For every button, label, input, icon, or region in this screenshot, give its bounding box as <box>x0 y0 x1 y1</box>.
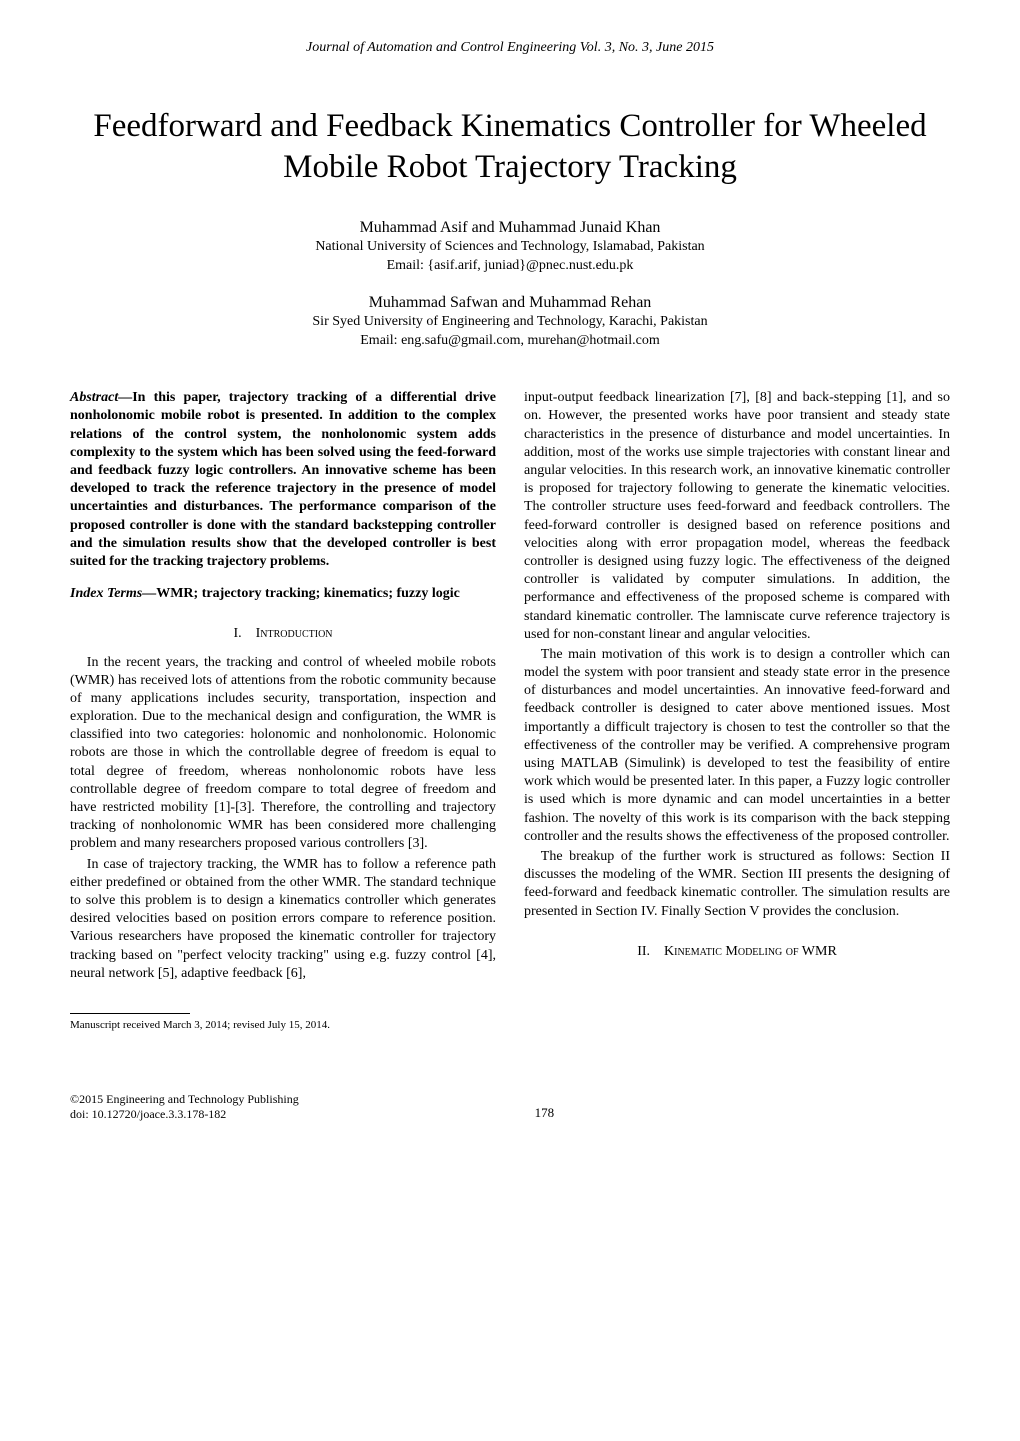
left-column: Abstract—In this paper, trajectory track… <box>70 389 496 1032</box>
abstract-text: In this paper, trajectory tracking of a … <box>70 390 496 569</box>
author-names-1: Muhammad Asif and Muhammad Junaid Khan <box>70 217 950 239</box>
paper-title: Feedforward and Feedback Kinematics Cont… <box>70 106 950 189</box>
abstract-paragraph: Abstract—In this paper, trajectory track… <box>70 389 496 571</box>
index-terms-text: WMR; trajectory tracking; kinematics; fu… <box>156 586 460 601</box>
right-column: input-output feedback linearization [7],… <box>524 389 950 1032</box>
abstract-label: Abstract— <box>70 390 132 405</box>
two-column-layout: Abstract—In this paper, trajectory track… <box>70 389 950 1032</box>
section-heading-modeling: II. Kinematic Modeling of WMR <box>524 943 950 961</box>
author-affiliation-1: National University of Sciences and Tech… <box>70 238 950 257</box>
index-terms-label: Index Terms— <box>70 586 156 601</box>
author-names-2: Muhammad Safwan and Muhammad Rehan <box>70 292 950 314</box>
index-terms-paragraph: Index Terms—WMR; trajectory tracking; ki… <box>70 585 496 603</box>
manuscript-footnote: Manuscript received March 3, 2014; revis… <box>70 1018 496 1032</box>
copyright-text: ©2015 Engineering and Technology Publish… <box>70 1092 299 1106</box>
intro-paragraph-2: In case of trajectory tracking, the WMR … <box>70 856 496 983</box>
author-email-1: Email: {asif.arif, juniad}@pnec.nust.edu… <box>70 257 950 276</box>
section-title-modeling: Kinematic Modeling of WMR <box>664 944 837 959</box>
page-number: 178 <box>535 1105 555 1121</box>
right-paragraph-2: The main motivation of this work is to d… <box>524 646 950 846</box>
author-block-1: Muhammad Asif and Muhammad Junaid Khan N… <box>70 217 950 276</box>
right-paragraph-1: input-output feedback linearization [7],… <box>524 389 950 644</box>
intro-paragraph-1: In the recent years, the tracking and co… <box>70 654 496 854</box>
page-footer: ©2015 Engineering and Technology Publish… <box>70 1092 950 1121</box>
author-affiliation-2: Sir Syed University of Engineering and T… <box>70 313 950 332</box>
author-email-2: Email: eng.safu@gmail.com, murehan@hotma… <box>70 332 950 351</box>
section-num-intro: I. <box>233 626 241 641</box>
section-num-modeling: II. <box>637 944 650 959</box>
footer-left: ©2015 Engineering and Technology Publish… <box>70 1092 299 1121</box>
section-title-intro: Introduction <box>256 626 333 641</box>
journal-header: Journal of Automation and Control Engine… <box>70 40 950 56</box>
author-block-2: Muhammad Safwan and Muhammad Rehan Sir S… <box>70 292 950 351</box>
doi-text: doi: 10.12720/joace.3.3.178-182 <box>70 1107 299 1121</box>
section-heading-intro: I. Introduction <box>70 625 496 643</box>
footnote-rule <box>70 1013 190 1014</box>
right-paragraph-3: The breakup of the further work is struc… <box>524 848 950 921</box>
